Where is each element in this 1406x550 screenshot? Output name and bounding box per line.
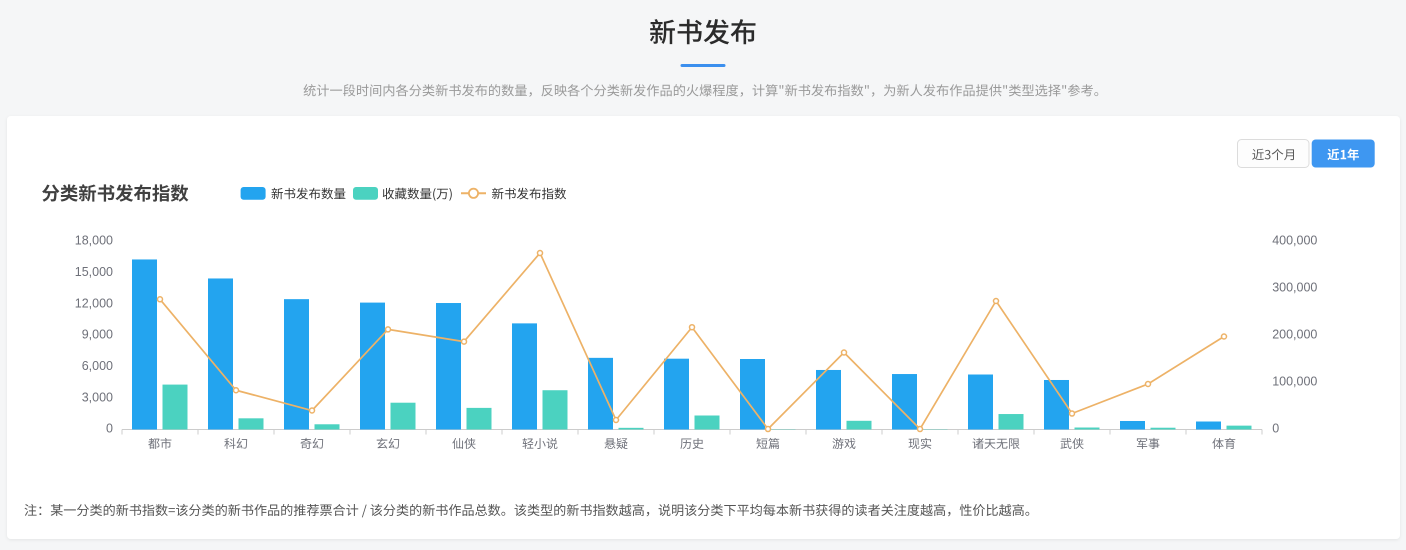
svg-text:100,000: 100,000 (1272, 375, 1317, 389)
svg-text:200,000: 200,000 (1272, 328, 1317, 342)
svg-text:6,000: 6,000 (82, 359, 113, 373)
svg-text:400,000: 400,000 (1272, 234, 1317, 248)
svg-text:0: 0 (106, 422, 113, 436)
svg-text:15,000: 15,000 (75, 265, 113, 279)
svg-text:0: 0 (1272, 422, 1279, 436)
svg-text:3,000: 3,000 (82, 390, 113, 404)
svg-text:300,000: 300,000 (1272, 281, 1317, 295)
svg-text:18,000: 18,000 (75, 234, 113, 248)
svg-text:9,000: 9,000 (82, 328, 113, 342)
svg-text:12,000: 12,000 (75, 296, 113, 310)
